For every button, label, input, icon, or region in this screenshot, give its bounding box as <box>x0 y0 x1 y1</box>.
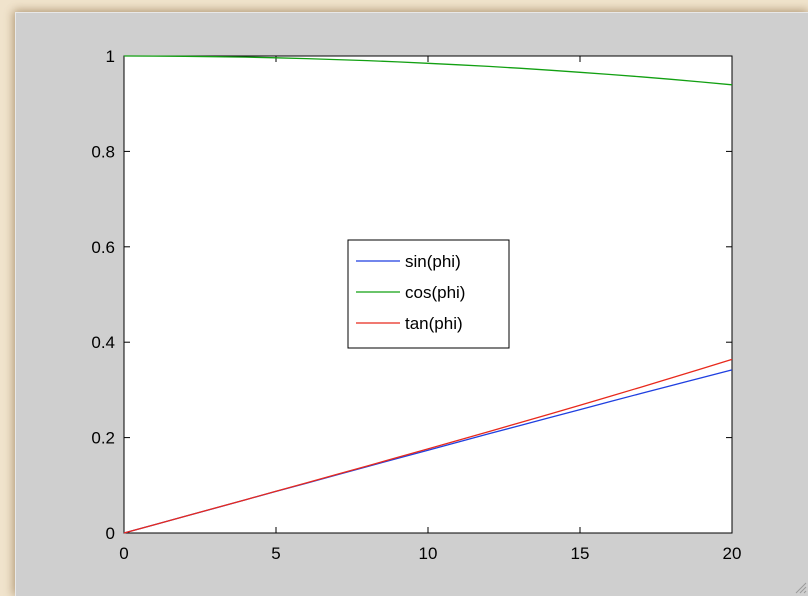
resize-grip-icon[interactable] <box>793 580 807 594</box>
x-tick-label: 15 <box>571 544 590 563</box>
legend-label: cos(phi) <box>405 283 465 302</box>
y-tick-label: 0.6 <box>91 238 115 257</box>
y-tick-label: 0.2 <box>91 429 115 448</box>
legend-box <box>347 239 510 349</box>
x-tick-label: 5 <box>271 544 280 563</box>
legend-label: tan(phi) <box>405 314 463 333</box>
y-tick-label: 0.4 <box>91 333 115 352</box>
y-tick-label: 0.8 <box>91 142 115 161</box>
y-tick-label: 0 <box>106 524 115 543</box>
x-tick-label: 0 <box>119 544 128 563</box>
x-tick-label: 20 <box>723 544 742 563</box>
legend-label: sin(phi) <box>405 252 461 271</box>
series-line-tanphi <box>123 358 733 534</box>
y-tick-label: 1 <box>106 47 115 66</box>
legend: sin(phi) cos(phi) tan(phi) <box>347 239 510 349</box>
series-line-cosphi <box>123 55 733 86</box>
x-tick-label: 10 <box>419 544 438 563</box>
